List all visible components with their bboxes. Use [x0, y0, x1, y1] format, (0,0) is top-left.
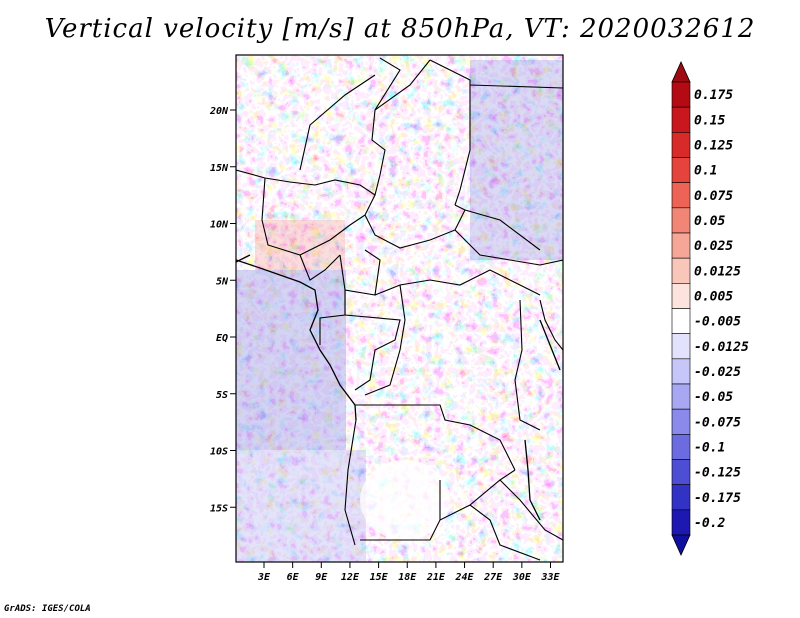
colorbar-swatch	[671, 434, 691, 460]
colorbar-label: 0.005	[694, 290, 733, 305]
colorbar-label: -0.005	[694, 315, 741, 330]
lon-tick-label: 21E	[426, 572, 446, 583]
colorbar-label: -0.125	[694, 466, 741, 481]
lat-tick-label: 10N	[210, 220, 229, 231]
colorbar-swatch	[671, 459, 691, 485]
colorbar-swatch	[671, 207, 691, 234]
colorbar-swatch	[671, 383, 691, 410]
lon-tick-label: 15E	[370, 572, 389, 583]
figure-title: Vertical velocity [m/s] at 850hPa, VT: 2…	[44, 14, 756, 44]
colorbar-swatch	[671, 106, 691, 133]
coastline	[236, 254, 561, 521]
velocity-field	[236, 55, 563, 562]
lon-tick-label: 12E	[341, 572, 360, 583]
colorbar-label: 0.1	[694, 164, 717, 179]
colorbar-swatch	[671, 308, 691, 334]
colorbar-label: 0.075	[694, 189, 733, 204]
colorbar-label: -0.025	[694, 365, 741, 380]
colorbar-swatch	[671, 81, 691, 108]
lat-tick-label: 15N	[210, 163, 229, 174]
lat-tick-label: 5N	[216, 276, 229, 287]
colorbar-label: 0.05	[694, 214, 725, 229]
colorbar-label: 0.025	[694, 239, 733, 254]
lon-tick-label: 30E	[512, 572, 532, 583]
lon-tick-label: 24E	[455, 572, 475, 583]
lat-tick-label: 20N	[209, 106, 229, 117]
colorbar-label: 0.175	[694, 88, 733, 103]
map-frame	[235, 54, 564, 563]
colorbar-label: 0.15	[694, 113, 725, 128]
grads-credit: GrADS: IGES/COLA	[4, 604, 91, 614]
colorbar-label: -0.2	[694, 516, 725, 531]
colorbar-swatch	[671, 232, 691, 259]
longitude-axis: 3E 6E 9E 12E 15E 18E 21E 24E 27E 30E 33E	[257, 562, 561, 583]
colorbar-label: -0.05	[694, 390, 733, 405]
colorbar-swatch	[671, 509, 691, 536]
colorbar-swatch	[671, 257, 691, 284]
colorbar-swatch	[671, 157, 691, 183]
lon-tick-label: 18E	[398, 572, 417, 583]
country-borders	[236, 57, 563, 561]
colorbar-swatch	[671, 484, 691, 511]
colorbar-swatch	[671, 333, 691, 360]
colorbar-swatch	[671, 283, 691, 309]
lat-tick-label: 10S	[210, 447, 228, 458]
colorbar-top-arrow	[671, 61, 691, 83]
lon-tick-label: 33E	[540, 572, 560, 583]
colorbar-swatch	[671, 132, 691, 158]
lat-tick-label: 5S	[216, 390, 228, 401]
lon-tick-label: 9E	[315, 572, 328, 583]
colorbar-swatch	[671, 358, 691, 385]
colorbar-label: -0.0125	[694, 340, 749, 355]
colorbar-swatch	[671, 182, 691, 209]
lon-tick-label: 3E	[257, 572, 271, 583]
lon-tick-label: 6E	[287, 572, 300, 583]
colorbar-label: 0.0125	[694, 264, 741, 279]
colorbar-label: -0.175	[694, 491, 741, 506]
lat-tick-label: EQ	[216, 333, 228, 344]
colorbar: 0.175 0.15 0.125 0.1 0.075 0.05 0.025 0.0125 0.0…	[671, 61, 749, 556]
latitude-axis: 20N 15N 10N 5N EQ 5S 10S 15S	[209, 106, 236, 514]
lon-tick-label: 27E	[483, 572, 503, 583]
colorbar-label: -0.1	[694, 441, 725, 456]
colorbar-label: 0.125	[694, 139, 733, 154]
lat-tick-label: 15S	[210, 503, 228, 514]
colorbar-label: -0.075	[694, 415, 741, 430]
colorbar-swatch	[671, 408, 691, 435]
colorbar-bottom-arrow	[671, 534, 691, 556]
